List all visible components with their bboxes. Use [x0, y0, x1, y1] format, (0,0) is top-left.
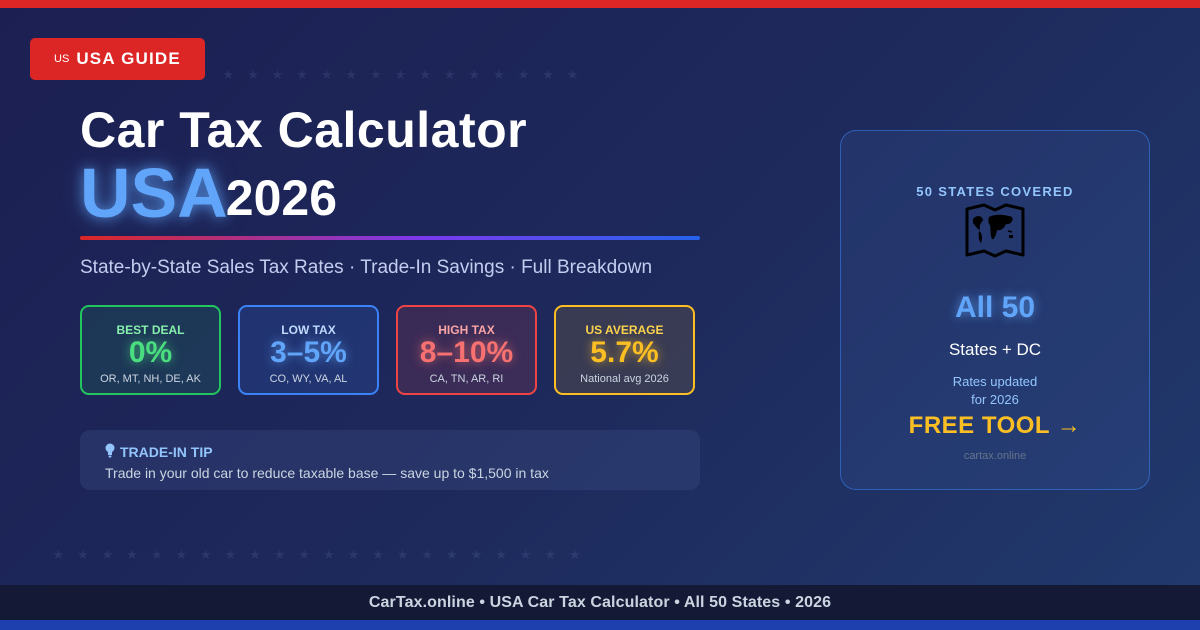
tip-header: TRADE-IN TIP — [105, 443, 700, 460]
free-tool-cta[interactable]: FREE TOOL → — [908, 412, 1082, 439]
star-icon: ★ — [445, 547, 458, 562]
rates-updated: Rates updated for 2026 — [841, 373, 1149, 409]
star-icon: ★ — [323, 547, 335, 562]
domain-label: cartax.online — [963, 450, 1027, 462]
usa-guide-badge: US USA GUIDE — [30, 38, 205, 80]
stat-value: 3–5% — [270, 336, 347, 369]
stat-sub: OR, MT, NH, DE, AK — [100, 373, 201, 385]
star-icon: ★ — [298, 547, 311, 562]
star-icon: ★ — [150, 547, 163, 562]
title-highlight: USA — [80, 154, 228, 232]
star-icon: ★ — [468, 67, 481, 82]
star-icon: ★ — [493, 67, 505, 82]
page-title: Car Tax Calculator — [80, 102, 528, 158]
top-accent-bar — [0, 0, 1200, 8]
rates-updated-line2: for 2026 — [971, 392, 1019, 407]
stat-sub: CA, TN, AR, RI — [429, 373, 504, 385]
star-icon: ★ — [52, 547, 65, 562]
stat-card-us-average: US AVERAGE 5.7% National avg 2026 — [554, 305, 695, 395]
rates-updated-line1: Rates updated — [952, 374, 1038, 389]
coverage-label: 50 STATES COVERED — [916, 184, 1074, 199]
footer-bar: CarTax.online • USA Car Tax Calculator •… — [0, 585, 1200, 620]
star-icon: ★ — [421, 547, 434, 562]
star-icon: ★ — [370, 67, 382, 82]
gradient-divider — [80, 236, 700, 240]
star-icon: ★ — [126, 547, 138, 562]
star-row-top: ★ ★ ★ ★ ★ ★ ★ ★ ★ ★ ★ ★ ★ ★ ★ — [216, 68, 585, 82]
star-icon: ★ — [175, 547, 188, 562]
stat-label: LOW TAX — [281, 323, 336, 337]
star-icon: ★ — [568, 547, 581, 562]
tip-title: TRADE-IN TIP — [120, 443, 213, 460]
stat-label: BEST DEAL — [116, 323, 185, 337]
badge-label: USA GUIDE — [76, 49, 181, 68]
star-icon: ★ — [519, 547, 532, 562]
star-icon: ★ — [320, 67, 333, 82]
star-icon: ★ — [247, 67, 259, 82]
star-icon: ★ — [566, 67, 579, 82]
star-icon: ★ — [544, 547, 556, 562]
star-icon: ★ — [495, 547, 507, 562]
star-icon: ★ — [542, 67, 554, 82]
stat-card-high-tax: HIGH TAX 8–10% CA, TN, AR, RI — [396, 305, 537, 395]
subtitle: State-by-State Sales Tax Rates · Trade-I… — [80, 257, 653, 278]
stat-sub: CO, WY, VA, AL — [269, 373, 348, 385]
star-icon: ★ — [200, 547, 212, 562]
stat-value: 8–10% — [419, 336, 514, 369]
star-icon: ★ — [273, 547, 286, 562]
stat-label: US AVERAGE — [585, 323, 664, 337]
star-icon: ★ — [224, 547, 237, 562]
star-icon: ★ — [77, 547, 89, 562]
stat-card-low-tax: LOW TAX 3–5% CO, WY, VA, AL — [238, 305, 379, 395]
star-icon: ★ — [372, 547, 384, 562]
star-icon: ★ — [101, 547, 114, 562]
stat-card-best-deal: BEST DEAL 0% OR, MT, NH, DE, AK — [80, 305, 221, 395]
star-icon: ★ — [517, 67, 530, 82]
star-icon: ★ — [296, 67, 308, 82]
star-icon: ★ — [396, 547, 409, 562]
star-row-bottom: ★ ★ ★ ★ ★ ★ ★ ★ ★ ★ ★ ★ ★ ★ ★ ★ ★ ★ ★ ★ ★ ★ — [46, 548, 587, 562]
stat-sub: National avg 2026 — [580, 373, 669, 385]
coverage-card: 50 STATES COVERED All 50 States + DC Rat… — [840, 130, 1150, 490]
coverage-count: All 50 — [954, 291, 1036, 324]
star-icon: ★ — [271, 67, 284, 82]
title-year: 2026 — [225, 170, 338, 226]
world-map-icon — [841, 203, 1149, 259]
stat-label: HIGH TAX — [438, 323, 495, 337]
star-icon: ★ — [249, 547, 261, 562]
coverage-states: States + DC — [948, 340, 1042, 359]
star-icon: ★ — [345, 67, 358, 82]
trade-in-tip: TRADE-IN TIP Trade in your old car to re… — [80, 430, 700, 490]
bottom-accent-bar — [0, 620, 1200, 630]
stat-value: 0% — [128, 336, 173, 369]
star-icon: ★ — [470, 547, 483, 562]
tip-text: Trade in your old car to reduce taxable … — [105, 465, 549, 481]
stat-value: 5.7% — [590, 336, 659, 369]
star-icon: ★ — [394, 67, 407, 82]
lightbulb-icon — [105, 443, 115, 460]
us-flag-icon: US — [54, 53, 70, 65]
star-icon: ★ — [222, 67, 235, 82]
footer-text: CarTax.online • USA Car Tax Calculator •… — [368, 593, 832, 611]
star-icon: ★ — [419, 67, 431, 82]
star-icon: ★ — [443, 67, 456, 82]
page-title-line2: USA 2026 — [80, 158, 337, 228]
star-icon: ★ — [347, 547, 360, 562]
